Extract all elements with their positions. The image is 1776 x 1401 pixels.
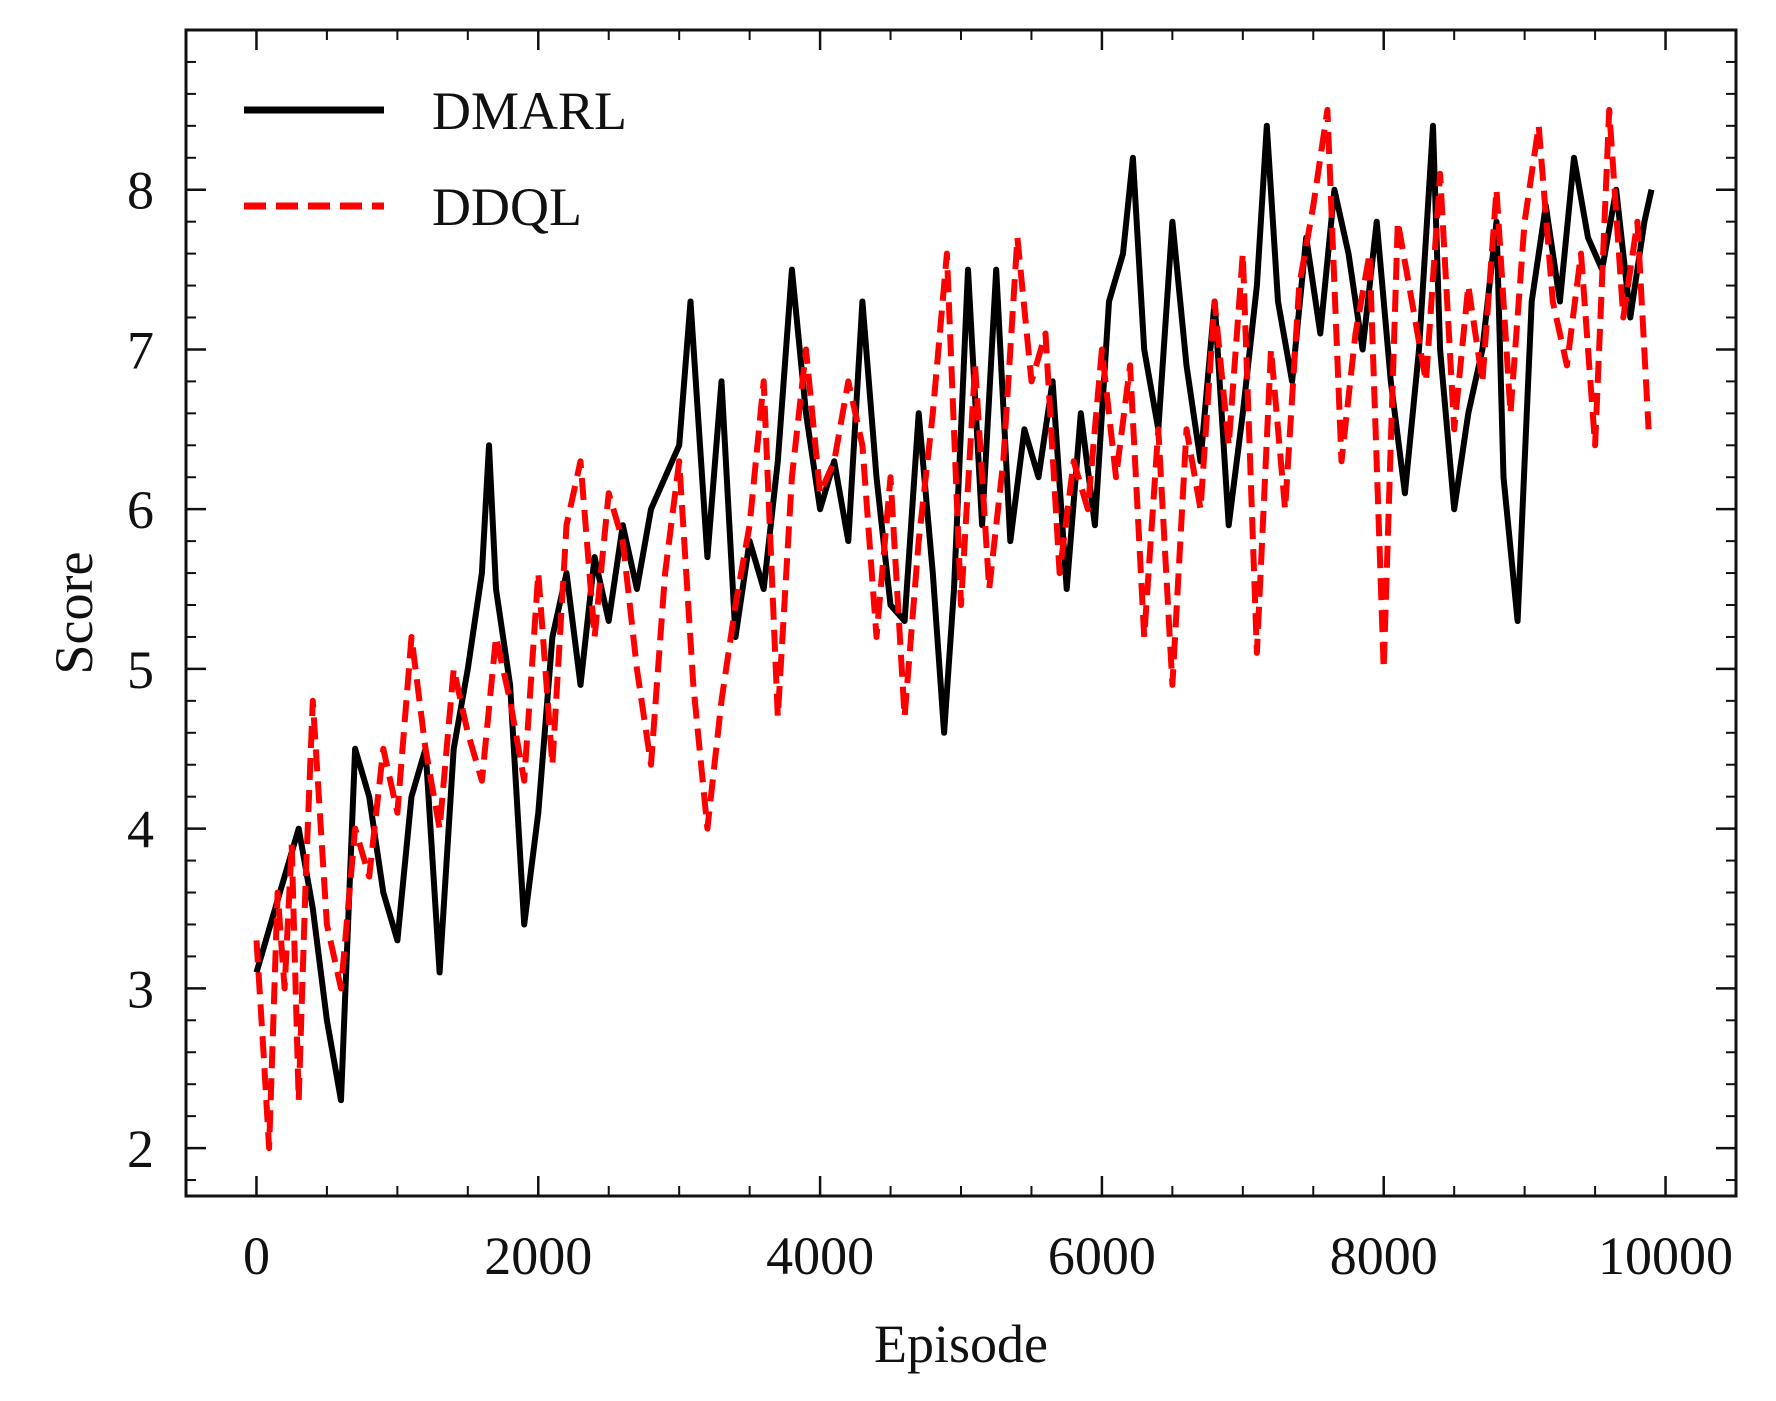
y-axis-label: Score [44, 552, 104, 675]
x-tick-label: 2000 [484, 1226, 592, 1286]
series-layer [253, 106, 1655, 1152]
y-tick-label: 4 [127, 800, 154, 860]
x-axis-label: Episode [874, 1314, 1048, 1374]
tick-labels-layer: 0 2000 4000 6000 8000 10000 2 3 4 5 6 7 8 [127, 161, 1733, 1286]
y-tick-label: 3 [127, 959, 154, 1019]
y-tick-label: 2 [127, 1119, 154, 1179]
x-tick-label: 8000 [1330, 1226, 1438, 1286]
x-tick-label: 4000 [766, 1226, 874, 1286]
series-line-dmarl [253, 122, 1655, 1104]
legend-label-ddql: DDQL [432, 177, 582, 237]
x-tick-label: 10000 [1598, 1226, 1733, 1286]
y-tick-label: 6 [127, 480, 154, 540]
y-tick-label: 5 [127, 640, 154, 700]
plot-frame [184, 28, 1738, 1198]
ticks-layer [186, 30, 1736, 1196]
legend-label-dmarl: DMARL [432, 81, 627, 141]
x-tick-label: 0 [243, 1226, 270, 1286]
x-tick-label: 6000 [1048, 1226, 1156, 1286]
legend: DMARL DDQL [244, 81, 627, 237]
y-tick-label: 8 [127, 161, 154, 221]
y-tick-label: 7 [127, 320, 154, 380]
series-line-ddql [253, 106, 1652, 1152]
